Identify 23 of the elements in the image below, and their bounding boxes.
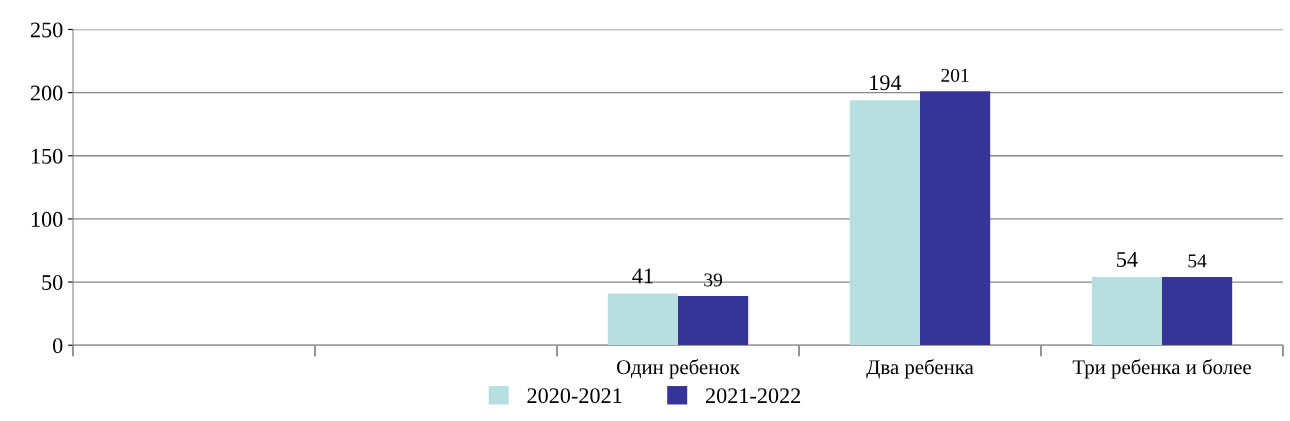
bar <box>920 91 991 346</box>
bar <box>1091 277 1162 346</box>
data-label: 41 <box>632 268 653 284</box>
legend-label: 2021-2022 <box>705 388 801 404</box>
bar <box>607 293 678 346</box>
data-label: 201 <box>941 68 969 82</box>
x-tick-label: Один ребенок <box>616 359 740 379</box>
data-label: 39 <box>704 273 723 287</box>
y-tick-label: 50 <box>42 275 63 290</box>
data-label: 54 <box>1117 252 1138 267</box>
y-tick-label: 0 <box>53 338 63 354</box>
bar <box>1162 277 1233 346</box>
y-tick-label: 200 <box>30 85 63 101</box>
bar <box>849 100 920 346</box>
legend-label: 2020-2021 <box>527 388 622 404</box>
x-tick-label: Два ребенка <box>866 359 974 379</box>
y-tick-label: 250 <box>30 22 63 38</box>
y-tick-label: 150 <box>31 148 63 164</box>
x-tick-label: Три ребенка и более <box>1072 359 1251 379</box>
y-tick-label: 100 <box>31 211 63 227</box>
bar <box>678 295 749 346</box>
data-label: 194 <box>870 75 902 91</box>
data-label: 54 <box>1188 254 1207 268</box>
